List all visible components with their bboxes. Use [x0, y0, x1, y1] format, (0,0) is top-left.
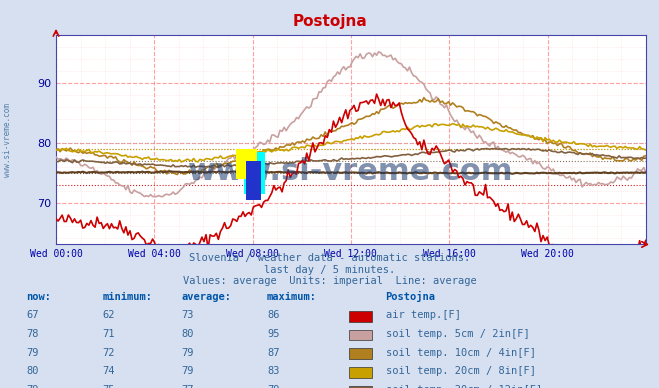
Text: 72: 72: [102, 348, 115, 358]
Text: Slovenia / weather data - automatic stations.: Slovenia / weather data - automatic stat…: [189, 253, 470, 263]
Text: soil temp. 5cm / 2in[F]: soil temp. 5cm / 2in[F]: [386, 329, 529, 339]
Bar: [349, 348, 372, 359]
Text: 79: 79: [181, 348, 194, 358]
Text: maximum:: maximum:: [267, 292, 317, 302]
Text: Postojna: Postojna: [386, 291, 436, 302]
Text: average:: average:: [181, 292, 231, 302]
Text: last day / 5 minutes.: last day / 5 minutes.: [264, 265, 395, 275]
Text: 79: 79: [181, 366, 194, 376]
Text: 71: 71: [102, 329, 115, 339]
Bar: [349, 367, 372, 378]
Text: soil temp. 30cm / 12in[F]: soil temp. 30cm / 12in[F]: [386, 385, 542, 388]
Text: minimum:: minimum:: [102, 292, 152, 302]
Text: 62: 62: [102, 310, 115, 320]
Text: air temp.[F]: air temp.[F]: [386, 310, 461, 320]
Bar: [349, 386, 372, 388]
Text: 79: 79: [26, 348, 39, 358]
Bar: [246, 161, 261, 199]
Text: 86: 86: [267, 310, 279, 320]
Bar: [244, 152, 265, 194]
Text: 80: 80: [26, 366, 39, 376]
Text: Postojna: Postojna: [292, 14, 367, 29]
Text: 75: 75: [102, 385, 115, 388]
Text: 79: 79: [26, 385, 39, 388]
Text: 74: 74: [102, 366, 115, 376]
Text: now:: now:: [26, 292, 51, 302]
Text: 87: 87: [267, 348, 279, 358]
Text: 79: 79: [267, 385, 279, 388]
Text: 67: 67: [26, 310, 39, 320]
Text: 73: 73: [181, 310, 194, 320]
Text: 83: 83: [267, 366, 279, 376]
Bar: [236, 149, 257, 178]
Text: www.si-vreme.com: www.si-vreme.com: [188, 157, 513, 185]
Text: www.si-vreme.com: www.si-vreme.com: [3, 103, 13, 177]
Text: Values: average  Units: imperial  Line: average: Values: average Units: imperial Line: av…: [183, 276, 476, 286]
Text: 77: 77: [181, 385, 194, 388]
Bar: [349, 311, 372, 322]
Text: soil temp. 20cm / 8in[F]: soil temp. 20cm / 8in[F]: [386, 366, 536, 376]
Text: 78: 78: [26, 329, 39, 339]
Text: soil temp. 10cm / 4in[F]: soil temp. 10cm / 4in[F]: [386, 348, 536, 358]
Bar: [349, 330, 372, 340]
Text: 80: 80: [181, 329, 194, 339]
Text: 95: 95: [267, 329, 279, 339]
